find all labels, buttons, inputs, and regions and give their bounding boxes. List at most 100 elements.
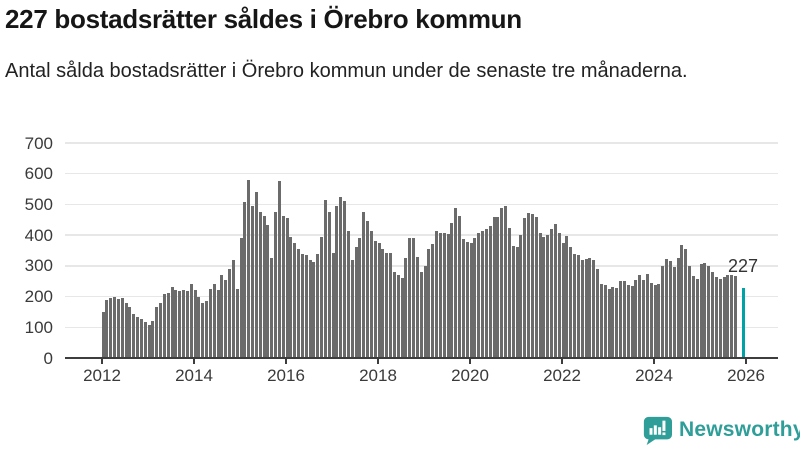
bar bbox=[691, 275, 695, 358]
gridline bbox=[65, 265, 778, 267]
bar bbox=[331, 252, 335, 358]
bar bbox=[695, 278, 699, 358]
bar bbox=[423, 265, 427, 358]
y-axis-label: 500 bbox=[24, 194, 53, 214]
bar bbox=[339, 196, 343, 359]
bar bbox=[231, 259, 235, 358]
bar bbox=[596, 268, 599, 358]
x-axis-tick bbox=[653, 358, 655, 364]
x-axis-label: 2024 bbox=[635, 366, 673, 385]
bar bbox=[389, 252, 392, 358]
bar bbox=[377, 243, 381, 358]
bar bbox=[615, 287, 619, 358]
bar bbox=[369, 230, 373, 358]
y-axis-label: 100 bbox=[24, 317, 53, 337]
bar bbox=[320, 236, 323, 358]
bar bbox=[481, 230, 484, 358]
bar bbox=[450, 222, 454, 358]
bar bbox=[454, 208, 458, 358]
bar bbox=[116, 299, 120, 358]
bar bbox=[734, 275, 737, 358]
bar bbox=[645, 274, 649, 358]
x-axis-tick bbox=[101, 358, 103, 364]
bar bbox=[473, 238, 477, 358]
bar bbox=[381, 249, 385, 358]
y-axis-label: 700 bbox=[24, 133, 53, 153]
x-axis-label: 2020 bbox=[451, 366, 489, 385]
bar bbox=[139, 319, 143, 358]
page-title: 227 bostadsrätter såldes i Örebro kommun bbox=[5, 4, 522, 34]
bar bbox=[622, 281, 626, 358]
bar bbox=[584, 258, 588, 358]
bar bbox=[197, 296, 201, 358]
bar bbox=[592, 259, 596, 358]
bar bbox=[312, 261, 316, 358]
bar bbox=[109, 297, 113, 358]
bar bbox=[128, 307, 132, 358]
bar bbox=[143, 322, 147, 358]
bar bbox=[435, 230, 438, 358]
bar bbox=[546, 235, 550, 358]
bar bbox=[553, 223, 557, 358]
x-axis-label: 2018 bbox=[359, 366, 397, 385]
bar bbox=[504, 206, 507, 358]
bar bbox=[385, 253, 389, 358]
bar bbox=[527, 212, 530, 358]
bar bbox=[193, 290, 197, 358]
bar bbox=[630, 286, 634, 358]
bar bbox=[101, 311, 105, 358]
bar bbox=[431, 244, 435, 358]
x-axis-label: 2012 bbox=[83, 366, 121, 385]
bar bbox=[653, 285, 657, 358]
highlight-bar bbox=[741, 288, 745, 358]
bar bbox=[703, 263, 707, 358]
bar bbox=[688, 265, 691, 358]
bar bbox=[366, 220, 369, 358]
bar bbox=[208, 288, 212, 358]
bar bbox=[362, 211, 366, 358]
bar bbox=[557, 233, 561, 358]
x-axis-tick bbox=[561, 358, 563, 364]
bar bbox=[277, 181, 281, 358]
gridline bbox=[65, 142, 778, 144]
bar bbox=[523, 218, 527, 359]
bar bbox=[120, 297, 124, 358]
y-axis-label: 200 bbox=[24, 287, 53, 307]
chart-subtitle: Antal sålda bostadsrätter i Örebro kommu… bbox=[5, 60, 688, 82]
bar bbox=[400, 277, 404, 358]
bar bbox=[412, 237, 415, 358]
bar bbox=[350, 259, 354, 358]
bar bbox=[358, 238, 362, 358]
x-axis-tick bbox=[377, 358, 379, 364]
bar bbox=[511, 246, 515, 358]
bar bbox=[178, 291, 182, 358]
bar bbox=[657, 283, 661, 358]
bar bbox=[603, 285, 607, 358]
bar bbox=[530, 214, 534, 358]
bar bbox=[308, 260, 312, 358]
x-axis-tick bbox=[469, 358, 471, 364]
bar bbox=[465, 241, 469, 358]
gridline bbox=[65, 234, 778, 236]
bar bbox=[496, 217, 500, 358]
bar bbox=[285, 218, 289, 359]
bar bbox=[484, 229, 488, 358]
newsworthy-logo[interactable]: Newsworthy bbox=[642, 414, 800, 446]
bar bbox=[205, 300, 208, 358]
bar bbox=[714, 276, 718, 358]
bar bbox=[668, 260, 672, 358]
bar bbox=[201, 302, 205, 358]
bar bbox=[136, 317, 139, 358]
bar bbox=[228, 268, 231, 358]
bar bbox=[611, 287, 615, 359]
bar bbox=[346, 230, 350, 358]
y-axis-label: 0 bbox=[43, 348, 53, 368]
bar bbox=[661, 265, 665, 358]
bar bbox=[538, 232, 542, 358]
bar bbox=[113, 296, 116, 358]
x-axis-tick bbox=[285, 358, 287, 364]
bar bbox=[155, 307, 159, 358]
bar bbox=[477, 233, 481, 358]
